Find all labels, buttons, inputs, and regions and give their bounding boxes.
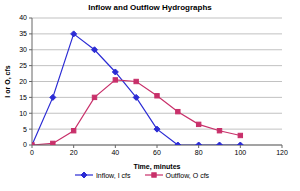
svg-text:0: 0 (23, 141, 27, 148)
svg-text:120: 120 (276, 149, 288, 156)
svg-text:30: 30 (19, 46, 27, 53)
svg-text:20: 20 (19, 78, 27, 85)
svg-text:15: 15 (19, 94, 27, 101)
svg-text:10: 10 (19, 110, 27, 117)
html-text:Inflow and Outflow Hydrographs: Inflow and Outflow Hydrographs (88, 3, 212, 12)
html-text:Outflow, O cfs: Outflow, O cfs (165, 171, 210, 179)
svg-text:60: 60 (153, 149, 161, 156)
svg-text:40: 40 (19, 14, 27, 21)
svg-text:Time, minutes: Time, minutes (134, 163, 181, 171)
svg-text:I or O, cfs: I or O, cfs (8, 65, 12, 97)
svg-text:0: 0 (30, 149, 34, 156)
svg-text:40: 40 (111, 149, 119, 156)
svg-text:80: 80 (195, 149, 203, 156)
svg-text:25: 25 (19, 62, 27, 69)
html-text:Inflow, I cfs: Inflow, I cfs (95, 171, 131, 179)
svg-text:20: 20 (70, 149, 78, 156)
svg-text:35: 35 (19, 30, 27, 37)
svg-text:100: 100 (234, 149, 246, 156)
svg-text:5: 5 (23, 126, 27, 133)
